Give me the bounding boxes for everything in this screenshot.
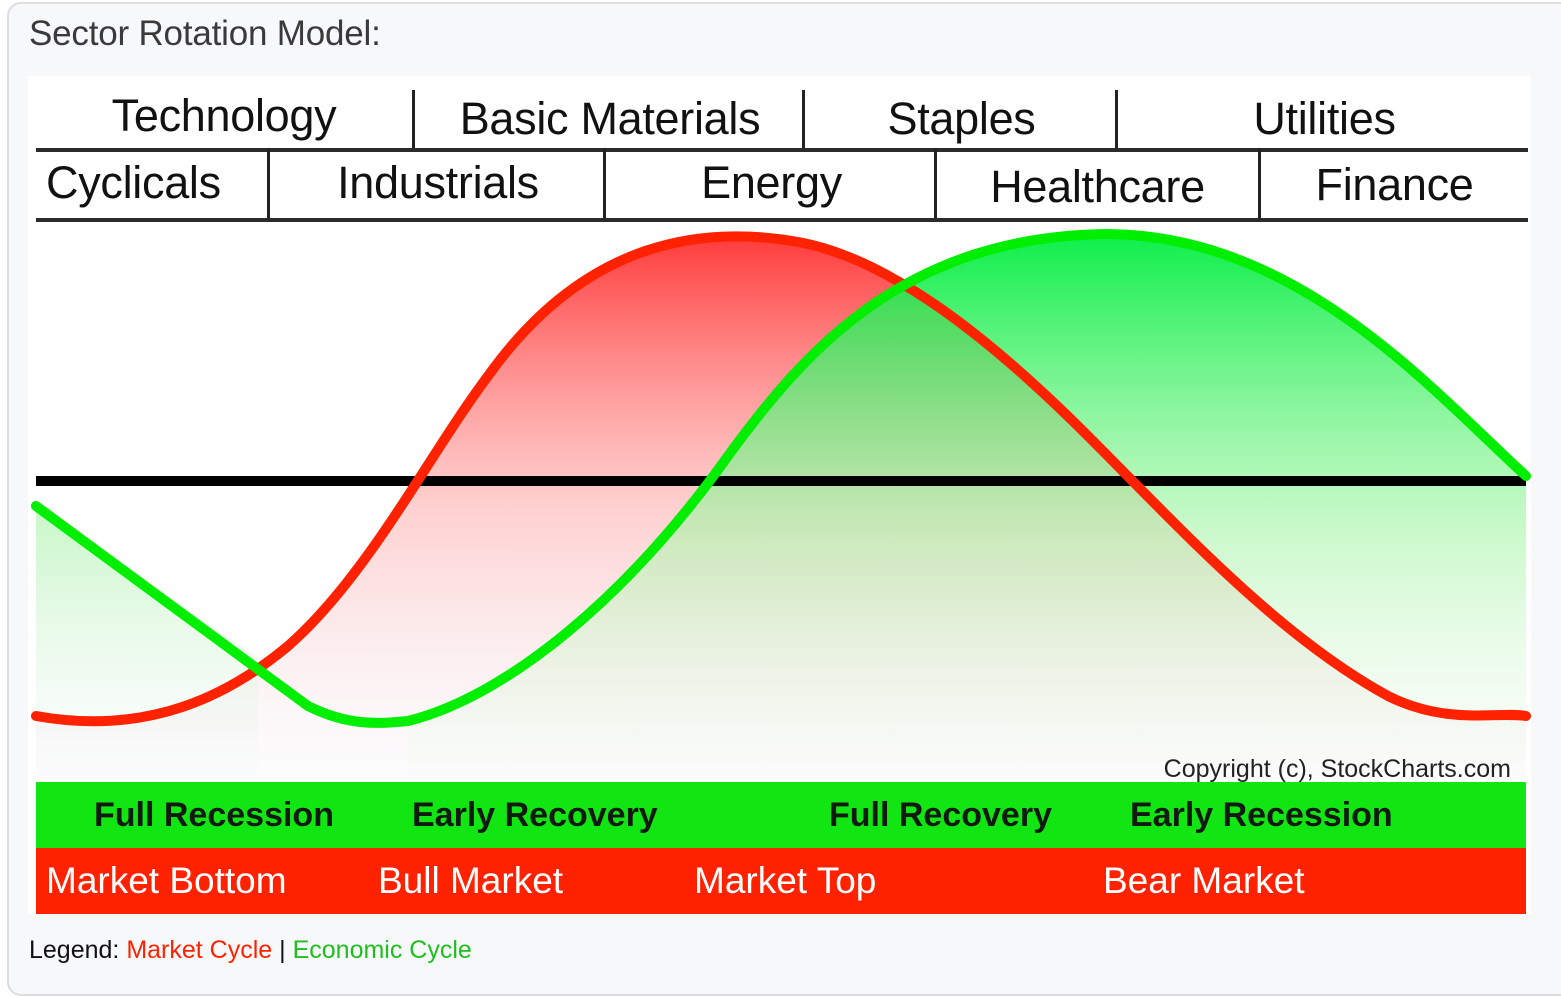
phase-market-bottom: Market Bottom (46, 860, 287, 901)
phase-early-recession: Early Recession (1130, 795, 1393, 834)
sector-industrials: Industrials (267, 148, 606, 218)
market-cycle-line (31, 231, 1531, 727)
panel-title: Sector Rotation Model: (29, 14, 381, 53)
sector-energy: Energy (603, 148, 937, 218)
sector-basic-materials: Basic Materials (412, 90, 805, 148)
economic-phase-band: Full Recession Early Recovery Full Recov… (36, 782, 1526, 848)
cycle-chart (31, 228, 1531, 776)
baseline (36, 476, 1526, 486)
phase-early-recovery: Early Recovery (412, 795, 658, 834)
economic-cycle-fill (408, 234, 1526, 776)
sector-row-top: Technology Basic Materials Staples Utili… (36, 84, 1528, 152)
legend-separator: | (272, 936, 293, 964)
copyright-notice: Copyright (c), StockCharts.com (1163, 755, 1511, 783)
sector-staples: Staples (802, 90, 1118, 148)
legend: Legend: Market Cycle | Economic Cycle (29, 936, 472, 965)
sector-technology: Technology (111, 90, 337, 141)
phase-full-recovery: Full Recovery (829, 795, 1052, 834)
legend-economic-cycle: Economic Cycle (292, 936, 472, 964)
sector-rotation-figure: Technology Basic Materials Staples Utili… (28, 76, 1531, 914)
sector-healthcare: Healthcare (934, 148, 1258, 218)
sector-cyclicals: Cyclicals (46, 157, 221, 208)
sector-utilities: Utilities (1115, 90, 1531, 148)
phase-market-top: Market Top (694, 860, 877, 901)
phase-full-recession: Full Recession (94, 795, 334, 834)
sector-row-bottom: Cyclicals Industrials Energy Healthcare … (36, 148, 1528, 222)
phase-bear-market: Bear Market (1103, 860, 1305, 901)
phase-bull-market: Bull Market (378, 860, 564, 901)
sector-finance: Finance (1258, 148, 1528, 218)
market-phase-band: Market Bottom Bull Market Market Top Bea… (36, 848, 1526, 914)
economic-cycle-line (31, 228, 1531, 728)
legend-market-cycle: Market Cycle (126, 936, 273, 964)
legend-prefix: Legend: (29, 936, 127, 964)
economic-cycle-left-fill (36, 506, 258, 776)
